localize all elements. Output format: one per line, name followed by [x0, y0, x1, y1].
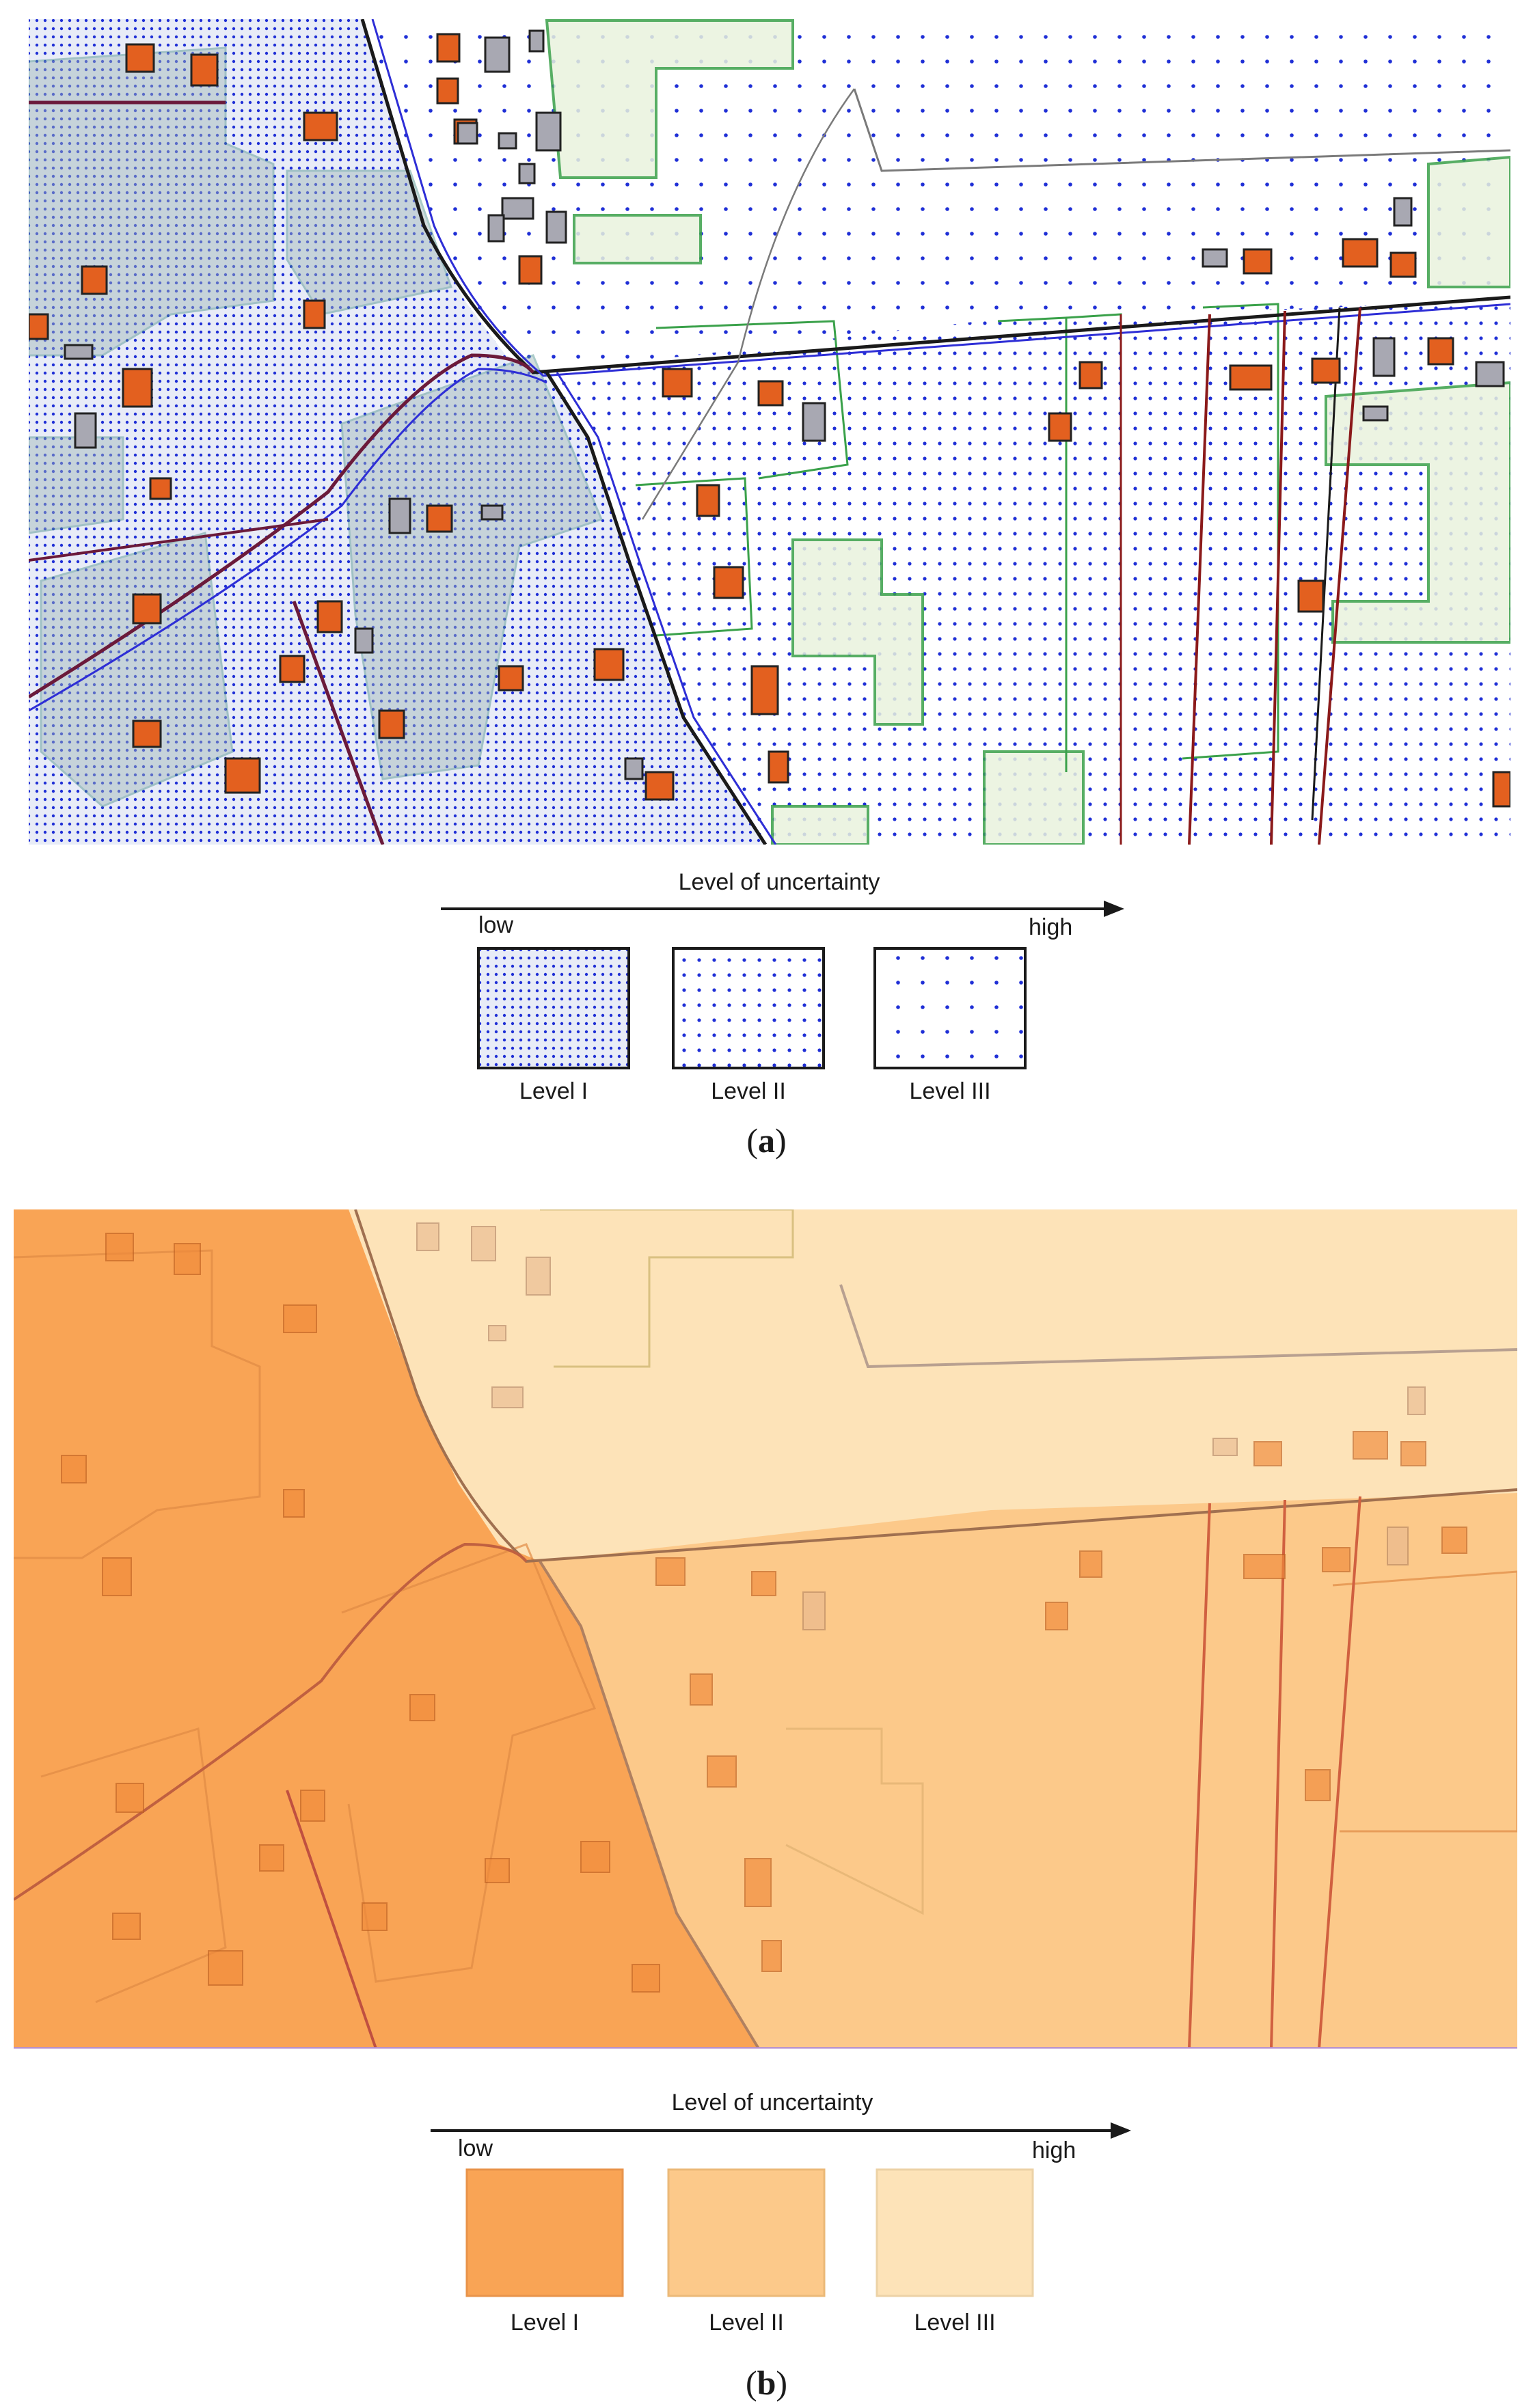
swatch-level-ii-b [667, 2168, 826, 2297]
zone-level-ii [547, 301, 1510, 845]
legend-level-i-label: Level I [519, 1078, 588, 1104]
legend-level-iii-label-b: Level III [914, 2310, 995, 2336]
legend-low-label: low [478, 912, 513, 938]
arrow-head-icon [1111, 2122, 1131, 2139]
legend-axis-title: Level of uncertainty [679, 869, 880, 895]
main-road-a [360, 19, 1510, 374]
legend-level-ii-label: Level II [711, 1078, 786, 1104]
legend-level-ii-label-b: Level II [709, 2310, 784, 2336]
panel-a: Level of uncertainty low high Level I Le… [0, 0, 1533, 1189]
swatch-level-iii-b [876, 2168, 1034, 2297]
panel-b: Level of uncertainty low high Level I Le… [0, 1189, 1533, 2408]
legend-level-iii-label: Level III [909, 1078, 990, 1104]
caption-a: (a) [746, 1121, 787, 1160]
map-b [14, 1209, 1517, 2049]
legend-low-label-b: low [458, 2135, 493, 2161]
zone-level-iii-b [349, 1209, 1517, 1561]
swatch-level-ii [672, 947, 825, 1069]
legend-axis-title-b: Level of uncertainty [672, 2090, 873, 2116]
zone-level-i-b [14, 1209, 759, 2049]
legend-level-i-label-b: Level I [511, 2310, 579, 2336]
caption-b: (b) [745, 2364, 788, 2402]
legend-b: Level of uncertainty low high Level I Le… [431, 2090, 1131, 2336]
legend-a: Level of uncertainty low high Level I Le… [441, 869, 1124, 1104]
arrow-head-icon [1104, 901, 1124, 917]
map-a [29, 19, 1510, 845]
legend-high-label: high [1029, 914, 1072, 940]
swatch-level-i-b [465, 2168, 624, 2297]
swatch-level-iii [873, 947, 1027, 1069]
legend-high-label-b: high [1032, 2137, 1076, 2163]
